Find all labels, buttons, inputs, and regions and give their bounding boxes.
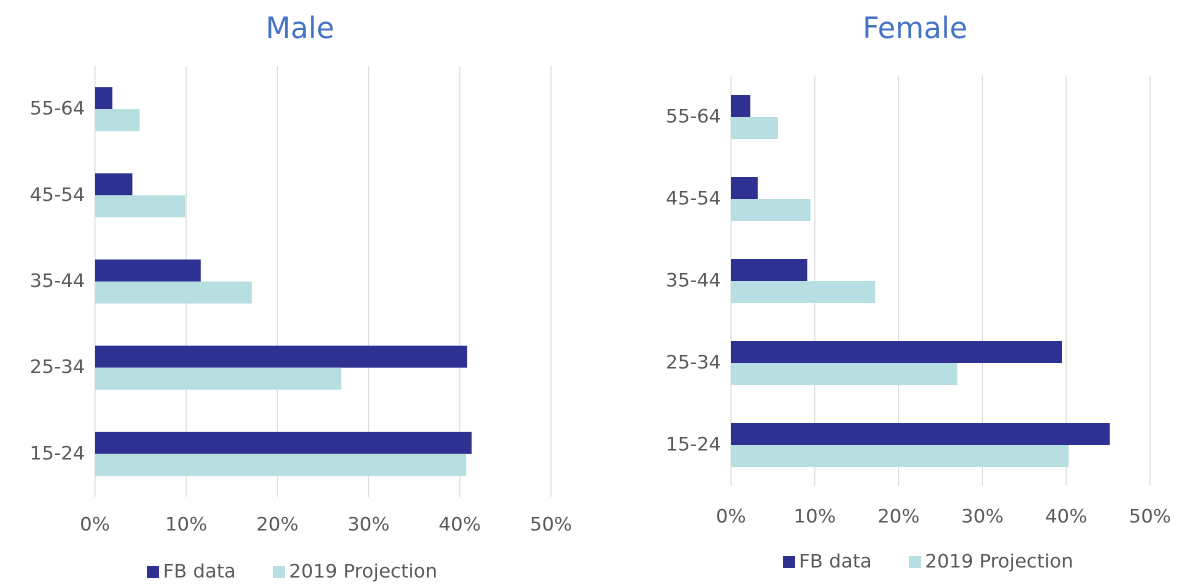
x-tick-label: 30% — [347, 514, 389, 536]
x-tick-label: 0% — [716, 506, 746, 528]
x-tick-label: 10% — [165, 514, 207, 536]
bar — [731, 117, 778, 139]
bar — [95, 453, 467, 476]
x-tick-label: 10% — [794, 506, 836, 528]
legend-label: 2019 Projection — [925, 551, 1073, 573]
bar — [95, 345, 468, 368]
legend-label: FB data — [163, 561, 236, 583]
y-tick-label: 25-34 — [30, 356, 85, 378]
bar — [731, 341, 1063, 363]
x-tick-label: 50% — [1129, 506, 1171, 528]
y-tick-label: 45-54 — [666, 188, 721, 210]
y-tick-label: 55-64 — [666, 106, 721, 128]
bar — [95, 195, 186, 218]
bar — [95, 173, 133, 196]
x-tick-label: 20% — [256, 514, 298, 536]
x-tick-label: 50% — [530, 514, 572, 536]
y-tick-label: 25-34 — [666, 352, 721, 374]
x-tick-label: 20% — [877, 506, 919, 528]
bar — [95, 431, 472, 454]
y-tick-label: 55-64 — [30, 98, 85, 120]
bar — [95, 367, 342, 390]
legend-swatch — [147, 566, 159, 578]
bar — [95, 87, 113, 110]
bar — [731, 423, 1110, 445]
y-tick-label: 35-44 — [666, 270, 721, 292]
x-tick-label: 40% — [439, 514, 481, 536]
bar — [731, 363, 958, 385]
bar — [731, 177, 758, 199]
y-tick-label: 45-54 — [30, 184, 85, 206]
bar — [95, 281, 252, 304]
bar — [731, 199, 811, 221]
legend-swatch — [783, 556, 795, 568]
bar — [95, 109, 140, 132]
legend-swatch — [273, 566, 285, 578]
bar — [731, 445, 1069, 467]
legend-label: FB data — [799, 551, 872, 573]
x-tick-label: 0% — [80, 514, 110, 536]
bar — [95, 259, 201, 282]
y-tick-label: 15-24 — [666, 434, 721, 456]
legend-swatch — [909, 556, 921, 568]
legend-label: 2019 Projection — [289, 561, 437, 583]
chart-title: Male — [266, 11, 335, 45]
bar — [731, 281, 876, 303]
x-tick-label: 30% — [961, 506, 1003, 528]
bar — [731, 95, 751, 117]
y-tick-label: 35-44 — [30, 270, 85, 292]
chart-title: Female — [863, 11, 968, 45]
bar — [731, 259, 808, 281]
x-tick-label: 40% — [1045, 506, 1087, 528]
y-tick-label: 15-24 — [30, 442, 85, 464]
